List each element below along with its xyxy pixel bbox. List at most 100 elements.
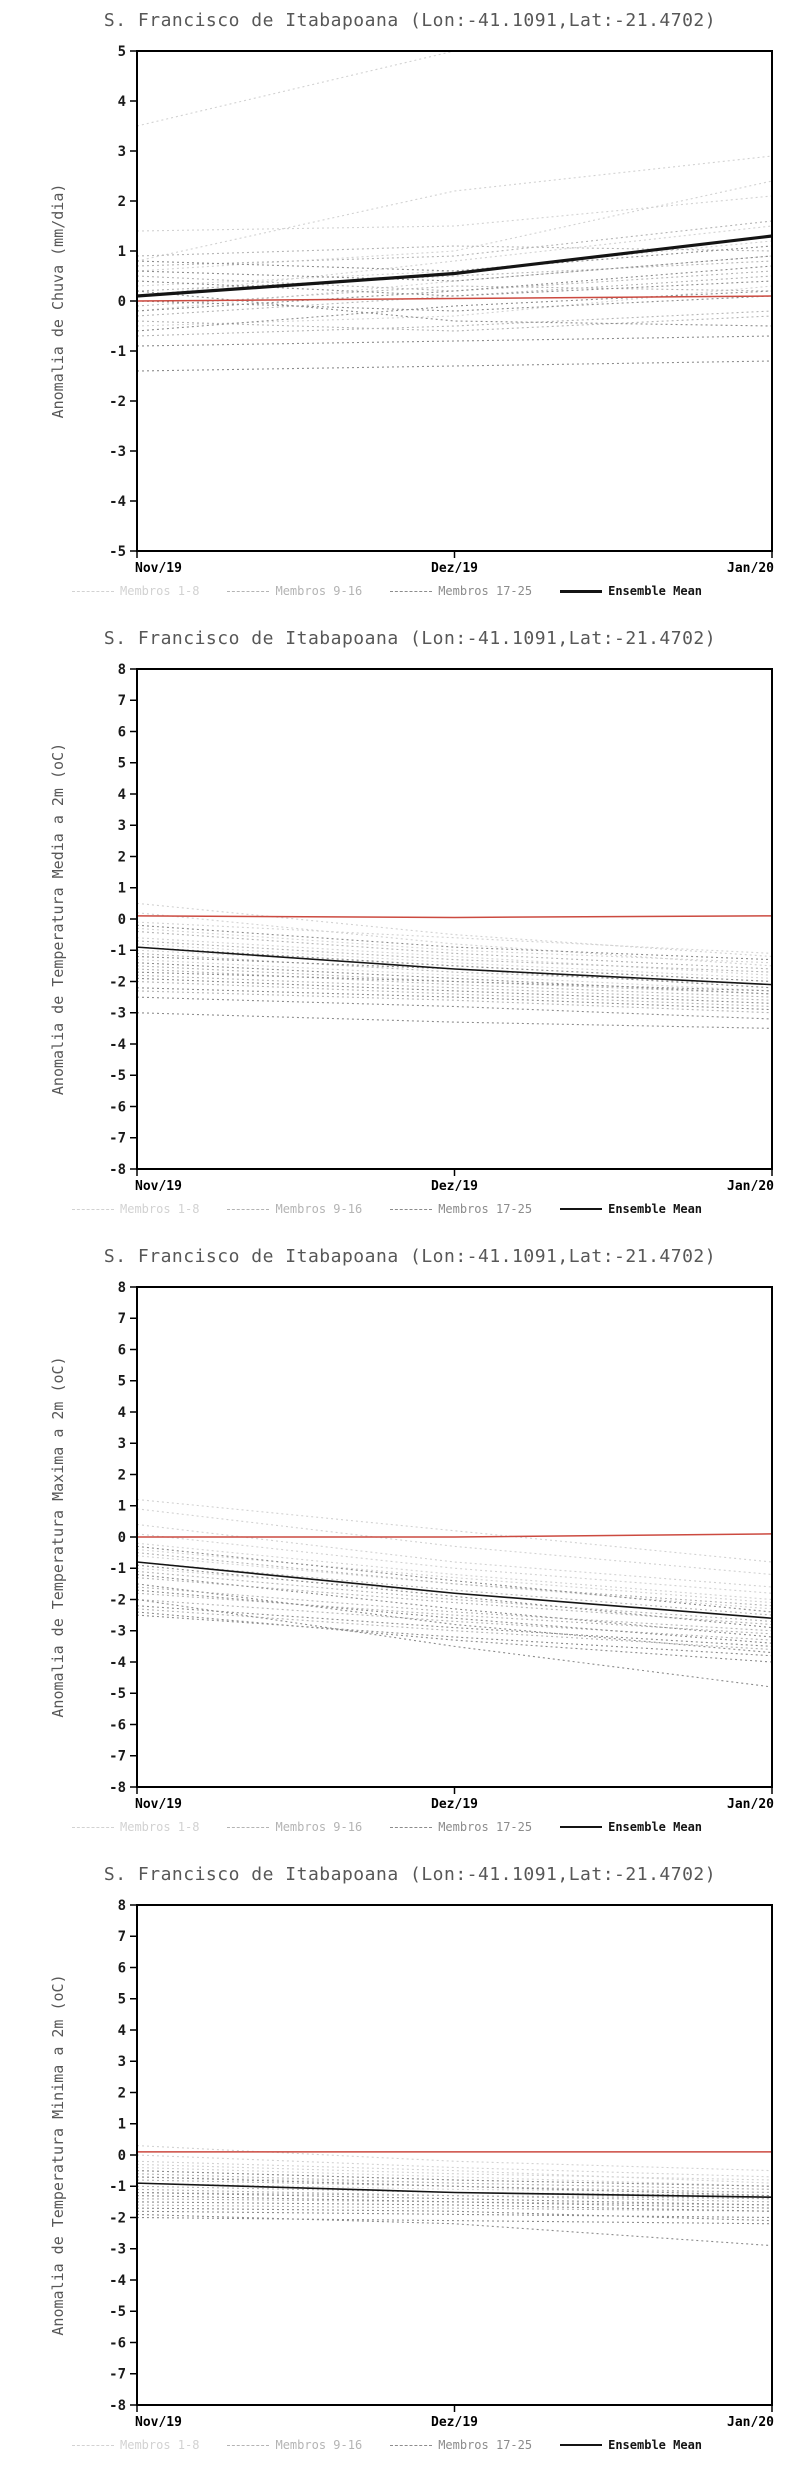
svg-text:-7: -7 — [109, 2367, 126, 2383]
legend-label: Ensemble Mean — [608, 2438, 703, 2452]
legend-item-members-17-25: Membros 17-25 — [390, 584, 532, 598]
svg-text:Dez/19: Dez/19 — [431, 2415, 478, 2430]
svg-text:2: 2 — [118, 2085, 126, 2101]
svg-text:7: 7 — [118, 693, 126, 709]
svg-text:-2: -2 — [109, 974, 126, 990]
legend-line-sample — [560, 589, 603, 593]
legend-line-sample — [227, 1208, 270, 1210]
svg-text:0: 0 — [118, 2148, 126, 2164]
legend-item-members-9-16: Membros 9-16 — [227, 1820, 362, 1834]
svg-text:-3: -3 — [109, 1624, 126, 1640]
svg-text:-4: -4 — [109, 494, 126, 510]
svg-text:0: 0 — [118, 1530, 126, 1546]
legend-label: Ensemble Mean — [608, 584, 703, 598]
svg-text:-1: -1 — [109, 344, 126, 360]
legend: Membros 1-8 Membros 9-16 Membros 17-25 E… — [72, 2434, 790, 2456]
svg-text:-1: -1 — [109, 2179, 126, 2195]
svg-text:-2: -2 — [109, 2210, 126, 2226]
svg-text:5: 5 — [118, 1374, 126, 1390]
svg-text:-4: -4 — [109, 2273, 126, 2289]
legend-label: Membros 1-8 — [120, 2438, 200, 2452]
svg-text:-6: -6 — [109, 2335, 126, 2351]
legend-item-members-1-8: Membros 1-8 — [72, 1202, 199, 1216]
svg-text:Nov/19: Nov/19 — [135, 1797, 182, 1812]
svg-text:4: 4 — [118, 2023, 126, 2039]
svg-text:8: 8 — [118, 662, 126, 678]
legend-label: Ensemble Mean — [608, 1820, 703, 1834]
svg-text:-3: -3 — [109, 1006, 126, 1022]
svg-text:-5: -5 — [109, 1068, 126, 1084]
svg-text:1: 1 — [118, 881, 126, 897]
legend: Membros 1-8 Membros 9-16 Membros 17-25 E… — [72, 580, 790, 602]
svg-text:-4: -4 — [109, 1037, 126, 1053]
legend-label: Membros 9-16 — [275, 1820, 363, 1834]
forecast-panel-rain-anomaly: S. Francisco de Itabapoana (Lon:-41.1091… — [0, 0, 800, 618]
legend-item-ensemble-mean: Ensemble Mean — [560, 1202, 702, 1216]
legend-label: Membros 9-16 — [275, 2438, 363, 2452]
legend-line-sample — [390, 1826, 433, 1828]
legend-line-sample — [390, 2444, 433, 2446]
svg-text:-8: -8 — [109, 2398, 126, 2414]
legend-item-members-9-16: Membros 9-16 — [227, 584, 362, 598]
svg-text:-4: -4 — [109, 1655, 126, 1671]
legend-item-ensemble-mean: Ensemble Mean — [560, 1820, 702, 1834]
legend-line-sample — [560, 1208, 603, 1210]
svg-text:1: 1 — [118, 2117, 126, 2133]
svg-text:-7: -7 — [109, 1131, 126, 1147]
svg-text:8: 8 — [118, 1898, 126, 1914]
svg-text:6: 6 — [118, 1342, 126, 1358]
legend-line-sample — [227, 1826, 270, 1828]
svg-text:Dez/19: Dez/19 — [431, 1797, 478, 1812]
plot-area: -8 -7 -6 -5 -4 -3 -2 -1 0 1 2 3 4 5 6 7 8 Nov/19 Dez/19 Jan… — [109, 1280, 774, 1812]
legend-label: Membros 1-8 — [120, 1202, 200, 1216]
svg-text:Nov/19: Nov/19 — [135, 561, 182, 576]
svg-text:1: 1 — [118, 244, 126, 260]
svg-text:-8: -8 — [109, 1162, 126, 1178]
svg-text:2: 2 — [118, 194, 126, 210]
svg-text:3: 3 — [118, 1436, 126, 1452]
svg-text:Dez/19: Dez/19 — [431, 561, 478, 576]
svg-text:4: 4 — [118, 1405, 126, 1421]
chart-title: S. Francisco de Itabapoana (Lon:-41.1091… — [103, 1864, 717, 1885]
svg-text:-5: -5 — [109, 2304, 126, 2320]
plot-area: -5 -4 -3 -2 -1 0 1 2 3 4 5 Nov/19 Dez/19 Jan/20 — [109, 44, 774, 576]
legend-line-sample — [72, 1826, 114, 1828]
legend-item-members-9-16: Membros 9-16 — [227, 2438, 362, 2452]
svg-text:Dez/19: Dez/19 — [431, 1179, 478, 1194]
svg-text:-3: -3 — [109, 444, 126, 460]
svg-text:-1: -1 — [109, 1561, 126, 1577]
svg-text:3: 3 — [118, 2054, 126, 2070]
legend-item-members-9-16: Membros 9-16 — [227, 1202, 362, 1216]
svg-text:-2: -2 — [109, 394, 126, 410]
svg-text:Jan/20: Jan/20 — [727, 1797, 774, 1812]
chart-title: S. Francisco de Itabapoana (Lon:-41.1091… — [103, 628, 717, 649]
svg-text:-6: -6 — [109, 1099, 126, 1115]
legend-item-members-17-25: Membros 17-25 — [390, 1820, 532, 1834]
svg-text:2: 2 — [118, 1467, 126, 1483]
legend-label: Membros 1-8 — [120, 584, 200, 598]
svg-text:Jan/20: Jan/20 — [727, 561, 774, 576]
svg-text:Nov/19: Nov/19 — [135, 2415, 182, 2430]
svg-text:Nov/19: Nov/19 — [135, 1179, 182, 1194]
legend-item-ensemble-mean: Ensemble Mean — [560, 584, 702, 598]
svg-text:4: 4 — [118, 94, 126, 110]
svg-text:6: 6 — [118, 1960, 126, 1976]
svg-text:8: 8 — [118, 1280, 126, 1296]
legend-item-members-1-8: Membros 1-8 — [72, 2438, 199, 2452]
forecast-panel-max-temp-anomaly: S. Francisco de Itabapoana (Lon:-41.1091… — [0, 1236, 800, 1854]
legend-line-sample — [72, 590, 114, 592]
plot-area: -8 -7 -6 -5 -4 -3 -2 -1 0 1 2 3 4 5 6 7 8 Nov/19 Dez/19 Jan… — [109, 1898, 774, 2430]
svg-text:-3: -3 — [109, 2242, 126, 2258]
legend-label: Ensemble Mean — [608, 1202, 703, 1216]
legend-line-sample — [227, 2444, 270, 2446]
svg-text:1: 1 — [118, 1499, 126, 1515]
legend-label: Membros 9-16 — [275, 584, 363, 598]
svg-text:0: 0 — [118, 912, 126, 928]
svg-text:-6: -6 — [109, 1717, 126, 1733]
legend-line-sample — [390, 590, 433, 592]
legend-item-members-1-8: Membros 1-8 — [72, 1820, 199, 1834]
legend-line-sample — [227, 590, 270, 592]
svg-text:-5: -5 — [109, 544, 126, 560]
svg-text:3: 3 — [118, 818, 126, 834]
